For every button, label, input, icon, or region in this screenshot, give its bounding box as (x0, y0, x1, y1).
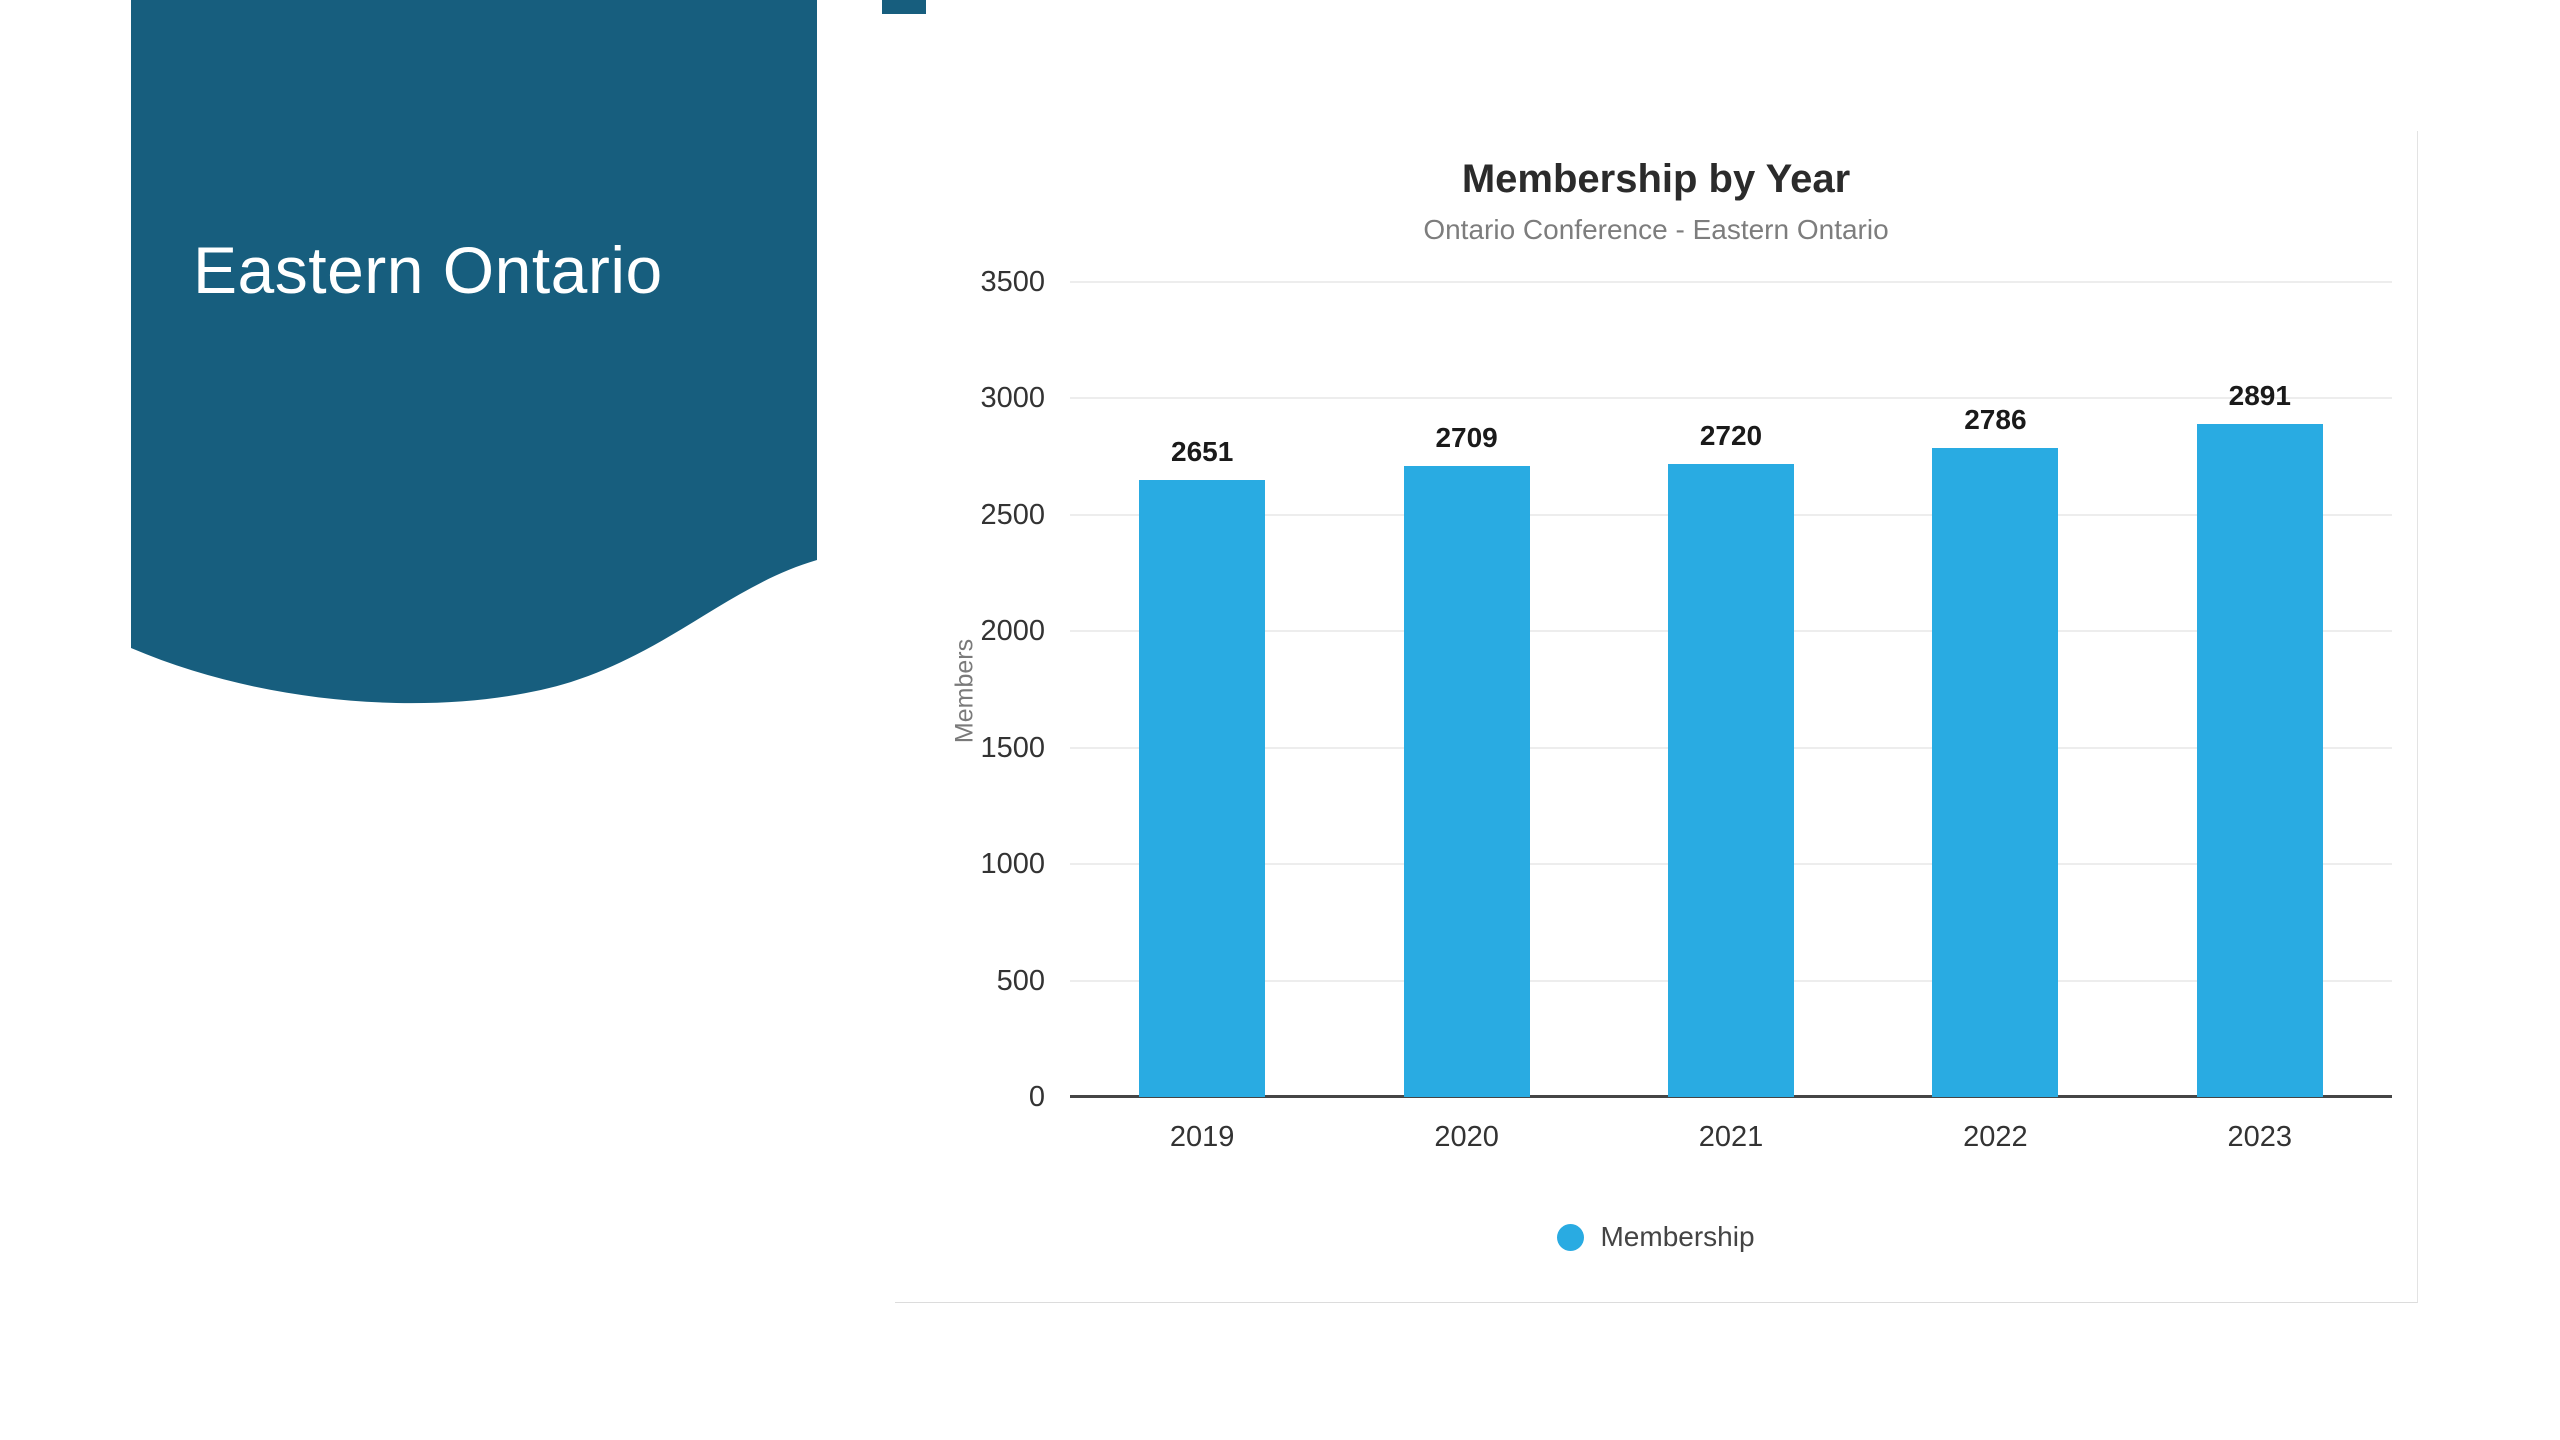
y-tick-label: 3500 (980, 266, 1045, 298)
legend-swatch-icon (1557, 1223, 1585, 1251)
plot-area: 2651 2709 2720 2786 2891 (1070, 281, 2392, 1098)
y-tick-label: 3000 (980, 382, 1045, 415)
x-axis-labels: 2019 2020 2021 2022 2023 (1070, 1121, 2392, 1161)
gridline (1070, 281, 2392, 283)
y-axis-ticks: 0 500 1000 1500 2000 2500 3000 3500 (895, 266, 1045, 1113)
chart-title: Membership by Year (1461, 157, 1851, 201)
y-tick-label: 1500 (980, 731, 1045, 764)
accent-mark (882, 0, 926, 14)
legend: Membership (895, 1221, 2417, 1253)
bar (1139, 479, 1266, 1097)
y-tick-label: 2500 (980, 498, 1045, 531)
panel-wave-shape (131, 0, 817, 704)
bar (2196, 423, 2323, 1097)
y-tick-label: 0 (1028, 1081, 1045, 1113)
x-tick-label: 2023 (2227, 1121, 2293, 1153)
panel-wave-path (131, 0, 817, 704)
bar (1668, 463, 1794, 1097)
x-tick-label: 2020 (1434, 1121, 1499, 1153)
chart-card: Membership by Year Ontario Conference - … (895, 131, 2418, 1303)
bar (1932, 448, 2059, 1097)
chart-subtitle: Ontario Conference - Eastern Ontario (1423, 214, 1889, 245)
bar-value-label: 2720 (1699, 419, 1763, 451)
bar-value-label: 2651 (1171, 435, 1234, 467)
bar-value-label: 2891 (2228, 379, 2291, 411)
y-tick-label: 500 (996, 964, 1045, 997)
bar-value-label: 2709 (1435, 422, 1498, 454)
legend-label: Membership (1600, 1221, 1755, 1252)
x-tick-label: 2019 (1169, 1121, 1235, 1153)
x-tick-label: 2021 (1698, 1121, 1764, 1153)
accent-rect (882, 0, 926, 14)
y-tick-label: 1000 (980, 848, 1045, 881)
bar-value-label: 2786 (1964, 404, 2027, 436)
y-tick-label: 2000 (980, 615, 1045, 648)
bar (1403, 466, 1530, 1097)
region-title: Eastern Ontario (193, 233, 663, 307)
x-tick-label: 2022 (1963, 1121, 2028, 1153)
region-panel: Eastern Ontario (131, 0, 817, 720)
gridline (1070, 397, 2392, 400)
